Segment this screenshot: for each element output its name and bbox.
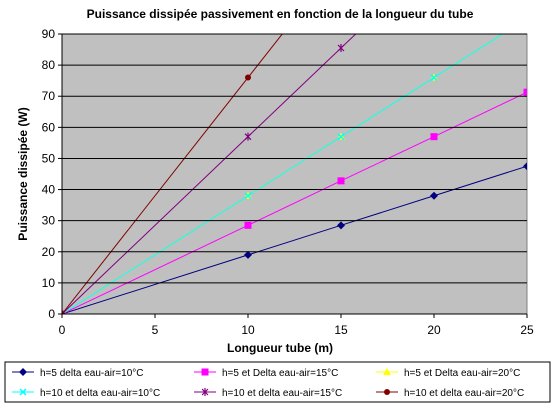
- marker: [337, 133, 345, 141]
- x-tick-label: 20: [427, 323, 441, 337]
- y-tick-label: 30: [42, 214, 56, 228]
- marker: [523, 88, 527, 96]
- series-line: [62, 34, 283, 314]
- y-axis-label: Puissance dissipée (W): [16, 107, 30, 240]
- legend-label: h=10 et delta eau-air=10°C: [40, 388, 160, 399]
- marker: [244, 221, 252, 229]
- chart-title: Puissance dissipée passivement en foncti…: [87, 7, 474, 21]
- legend-label: h=5 delta eau-air=10°C: [40, 368, 144, 379]
- marker: [337, 177, 345, 185]
- x-tick-label: 25: [520, 323, 534, 337]
- marker: [337, 221, 345, 230]
- legend-label: h=10 et delta eau-air=15°C: [222, 388, 342, 399]
- y-tick-label: 90: [42, 27, 56, 41]
- marker: [430, 191, 438, 200]
- y-tick-label: 10: [42, 276, 56, 290]
- marker: [201, 388, 209, 396]
- marker: [19, 368, 27, 376]
- marker: [245, 74, 251, 81]
- x-tick-label: 10: [241, 323, 255, 337]
- marker: [19, 388, 27, 396]
- marker: [337, 44, 345, 52]
- marker: [383, 368, 391, 375]
- x-tick-label: 5: [152, 323, 159, 337]
- x-tick-label: 0: [59, 323, 66, 337]
- marker: [384, 389, 390, 395]
- y-tick-label: 80: [42, 58, 56, 72]
- legend: [4, 361, 551, 403]
- marker: [62, 311, 65, 314]
- plot-series: [62, 34, 527, 314]
- plot-area: [61, 33, 528, 315]
- y-tick-label: 70: [42, 89, 56, 103]
- y-tick-label: 0: [48, 307, 55, 321]
- y-tick-label: 20: [42, 245, 56, 259]
- y-tick-label: 50: [42, 151, 56, 165]
- legend-label: h=10 et delta eau-air=20°C: [404, 388, 524, 399]
- legend-label: h=5 et Delta eau-air=20°C: [404, 368, 520, 379]
- marker: [201, 368, 209, 376]
- marker: [244, 250, 252, 259]
- y-tick-label: 40: [42, 183, 56, 197]
- x-tick-label: 15: [334, 323, 348, 337]
- legend-label: h=5 et Delta eau-air=15°C: [222, 368, 338, 379]
- x-axis-label: Longueur tube (m): [227, 341, 333, 355]
- marker: [523, 162, 527, 171]
- marker: [244, 132, 252, 141]
- y-tick-label: 60: [42, 120, 56, 134]
- marker: [244, 192, 252, 200]
- marker: [430, 74, 438, 82]
- marker: [430, 133, 438, 141]
